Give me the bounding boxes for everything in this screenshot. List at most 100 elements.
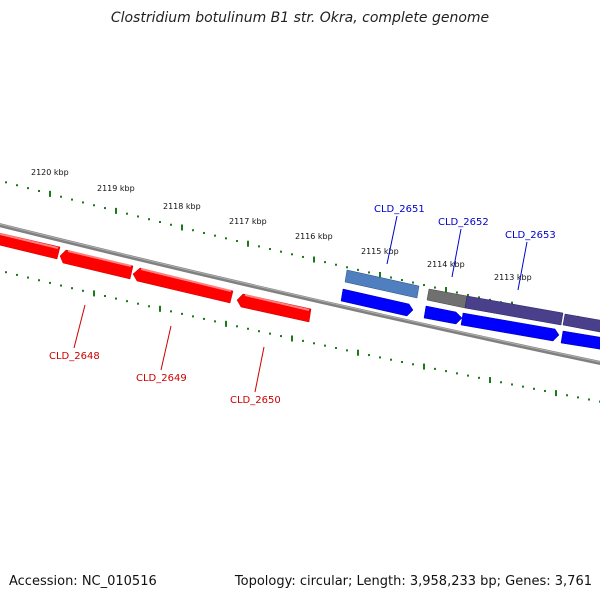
major-tick xyxy=(181,224,183,231)
minor-tick xyxy=(302,255,304,258)
minor-tick xyxy=(478,296,480,299)
gene-arrow-blue-1[interactable] xyxy=(340,288,414,317)
scale-label-2115: 2115 kbp xyxy=(361,247,399,256)
minor-tick xyxy=(544,389,546,392)
major-tick xyxy=(357,349,359,356)
minor-tick xyxy=(115,297,117,300)
major-tick xyxy=(445,287,447,294)
major-tick xyxy=(489,377,491,384)
gene-arrow-cld-2654[interactable] xyxy=(562,313,600,333)
scale-label-2118: 2118 kbp xyxy=(163,202,201,211)
minor-tick xyxy=(434,286,436,289)
minor-tick xyxy=(588,398,590,401)
minor-tick xyxy=(225,237,227,240)
minor-tick xyxy=(126,212,128,215)
gene-arrow-cld-2647[interactable] xyxy=(0,232,61,260)
minor-tick xyxy=(82,289,84,292)
gene-shine xyxy=(244,294,310,311)
gene-arrow-cld-2651[interactable] xyxy=(344,269,420,299)
minor-tick xyxy=(335,347,337,350)
gene-arrow-cld-2653[interactable] xyxy=(464,295,564,326)
minor-tick xyxy=(390,358,392,361)
minor-tick xyxy=(269,332,271,335)
minor-tick xyxy=(390,276,392,279)
minor-tick xyxy=(104,207,106,210)
gene-label-cld-2648[interactable]: CLD_2648 xyxy=(49,351,100,362)
gene-label-cld-2649[interactable]: CLD_2649 xyxy=(136,373,187,384)
minor-tick xyxy=(16,184,18,187)
gene-label-cld-2650[interactable]: CLD_2650 xyxy=(230,395,281,406)
minor-tick xyxy=(566,394,568,397)
gene-arrow-cld-2650[interactable] xyxy=(236,293,312,323)
minor-tick xyxy=(170,223,172,226)
scale-label-2116: 2116 kbp xyxy=(295,232,333,241)
minor-tick xyxy=(258,245,260,248)
gene-leader-cld-2651 xyxy=(386,215,398,265)
major-tick xyxy=(225,320,227,327)
scale-label-2119: 2119 kbp xyxy=(97,184,135,193)
minor-tick xyxy=(412,281,414,284)
minor-tick xyxy=(148,218,150,221)
minor-tick xyxy=(137,215,139,218)
gene-label-cld-2653[interactable]: CLD_2653 xyxy=(505,230,556,241)
minor-tick xyxy=(126,300,128,303)
minor-tick xyxy=(71,287,73,290)
major-tick xyxy=(115,207,117,214)
minor-tick xyxy=(500,381,502,384)
minor-tick xyxy=(577,396,579,399)
minor-tick xyxy=(5,181,7,184)
outer-scale-ticks xyxy=(5,181,600,325)
minor-tick xyxy=(148,305,150,308)
minor-tick xyxy=(159,220,161,223)
major-tick xyxy=(247,240,249,247)
minor-tick xyxy=(445,370,447,373)
minor-tick xyxy=(368,271,370,274)
scale-label-2113: 2113 kbp xyxy=(494,273,532,282)
minor-tick xyxy=(346,266,348,269)
minor-tick xyxy=(181,312,183,315)
gene-leader-cld-2649 xyxy=(160,325,172,371)
minor-tick xyxy=(368,354,370,357)
minor-tick xyxy=(467,293,469,296)
gene-leader-cld-2653 xyxy=(517,241,528,291)
minor-tick xyxy=(236,325,238,328)
minor-tick xyxy=(456,291,458,294)
minor-tick xyxy=(335,263,337,266)
gene-label-cld-2652[interactable]: CLD_2652 xyxy=(438,217,489,228)
minor-tick xyxy=(302,339,304,342)
minor-tick xyxy=(313,342,315,345)
major-tick xyxy=(159,305,161,312)
genome-backbone xyxy=(0,223,600,365)
major-tick xyxy=(93,290,95,297)
minor-tick xyxy=(280,250,282,253)
gene-shine xyxy=(0,233,59,249)
minor-tick xyxy=(71,198,73,201)
gene-label-cld-2651[interactable]: CLD_2651 xyxy=(374,204,425,215)
scale-label-2120: 2120 kbp xyxy=(31,168,69,177)
minor-tick xyxy=(214,234,216,237)
inner-scale-ticks xyxy=(5,271,600,403)
minor-tick xyxy=(16,273,18,276)
gene-leader-cld-2648 xyxy=(73,304,86,349)
minor-tick xyxy=(82,201,84,204)
minor-tick xyxy=(456,372,458,375)
minor-tick xyxy=(258,330,260,333)
minor-tick xyxy=(324,261,326,264)
gene-shine xyxy=(140,268,232,292)
minor-tick xyxy=(357,268,359,271)
minor-tick xyxy=(467,374,469,377)
minor-tick xyxy=(324,344,326,347)
minor-tick xyxy=(247,327,249,330)
minor-tick xyxy=(478,376,480,379)
minor-tick xyxy=(412,363,414,366)
minor-tick xyxy=(203,317,205,320)
minor-tick xyxy=(511,383,513,386)
gene-arrow-blue-3[interactable] xyxy=(460,312,560,342)
minor-tick xyxy=(192,229,194,232)
gene-arrow-cld-2649[interactable] xyxy=(132,267,234,304)
gene-arrow-blue-4[interactable] xyxy=(560,330,600,350)
gene-arrow-blue-2[interactable] xyxy=(423,305,463,325)
minor-tick xyxy=(5,271,7,274)
minor-tick xyxy=(269,248,271,251)
